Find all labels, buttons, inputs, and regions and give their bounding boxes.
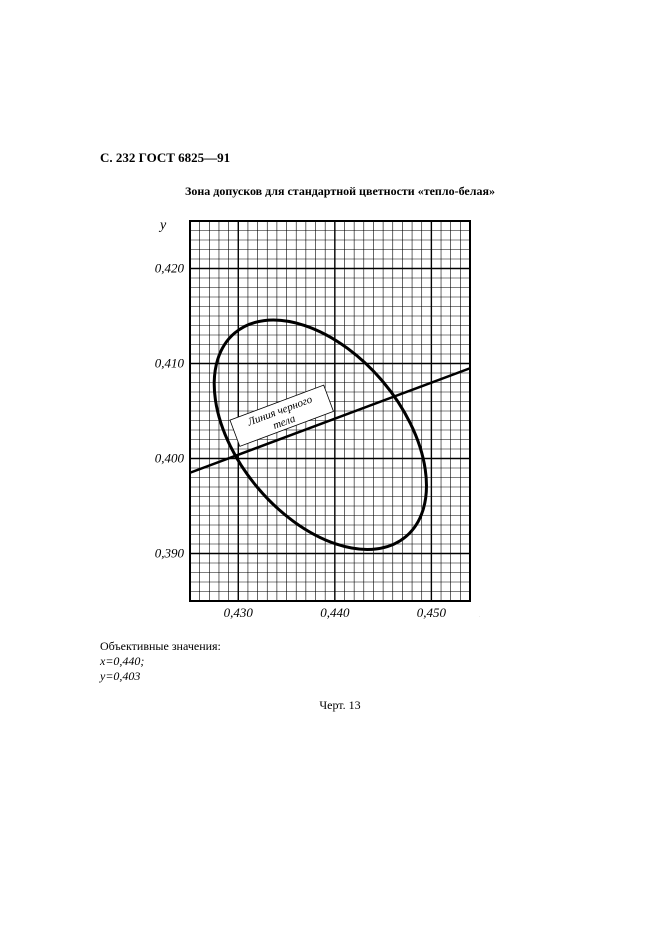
chart-title: Зона допусков для стандартной цветности … — [100, 184, 580, 199]
svg-text:0,440: 0,440 — [320, 605, 350, 620]
figure-label: Черт. 13 — [100, 698, 580, 713]
svg-text:0,410: 0,410 — [155, 356, 185, 371]
svg-text:x: x — [479, 606, 480, 621]
objective-x: x=0,440; — [100, 654, 580, 669]
page-header: С. 232 ГОСТ 6825—91 — [100, 150, 580, 166]
objective-values: Объективные значения: x=0,440; y=0,403 — [100, 639, 580, 684]
svg-text:0,390: 0,390 — [155, 546, 185, 561]
objective-heading: Объективные значения: — [100, 639, 580, 654]
chromaticity-chart: 0,4300,4400,4500,3900,4000,4100,420xyЛин… — [140, 211, 480, 631]
objective-y: y=0,403 — [100, 669, 580, 684]
svg-text:y: y — [158, 218, 167, 233]
svg-text:0,420: 0,420 — [155, 261, 185, 276]
svg-text:0,400: 0,400 — [155, 451, 185, 466]
svg-text:0,430: 0,430 — [224, 605, 254, 620]
svg-text:0,450: 0,450 — [417, 605, 447, 620]
